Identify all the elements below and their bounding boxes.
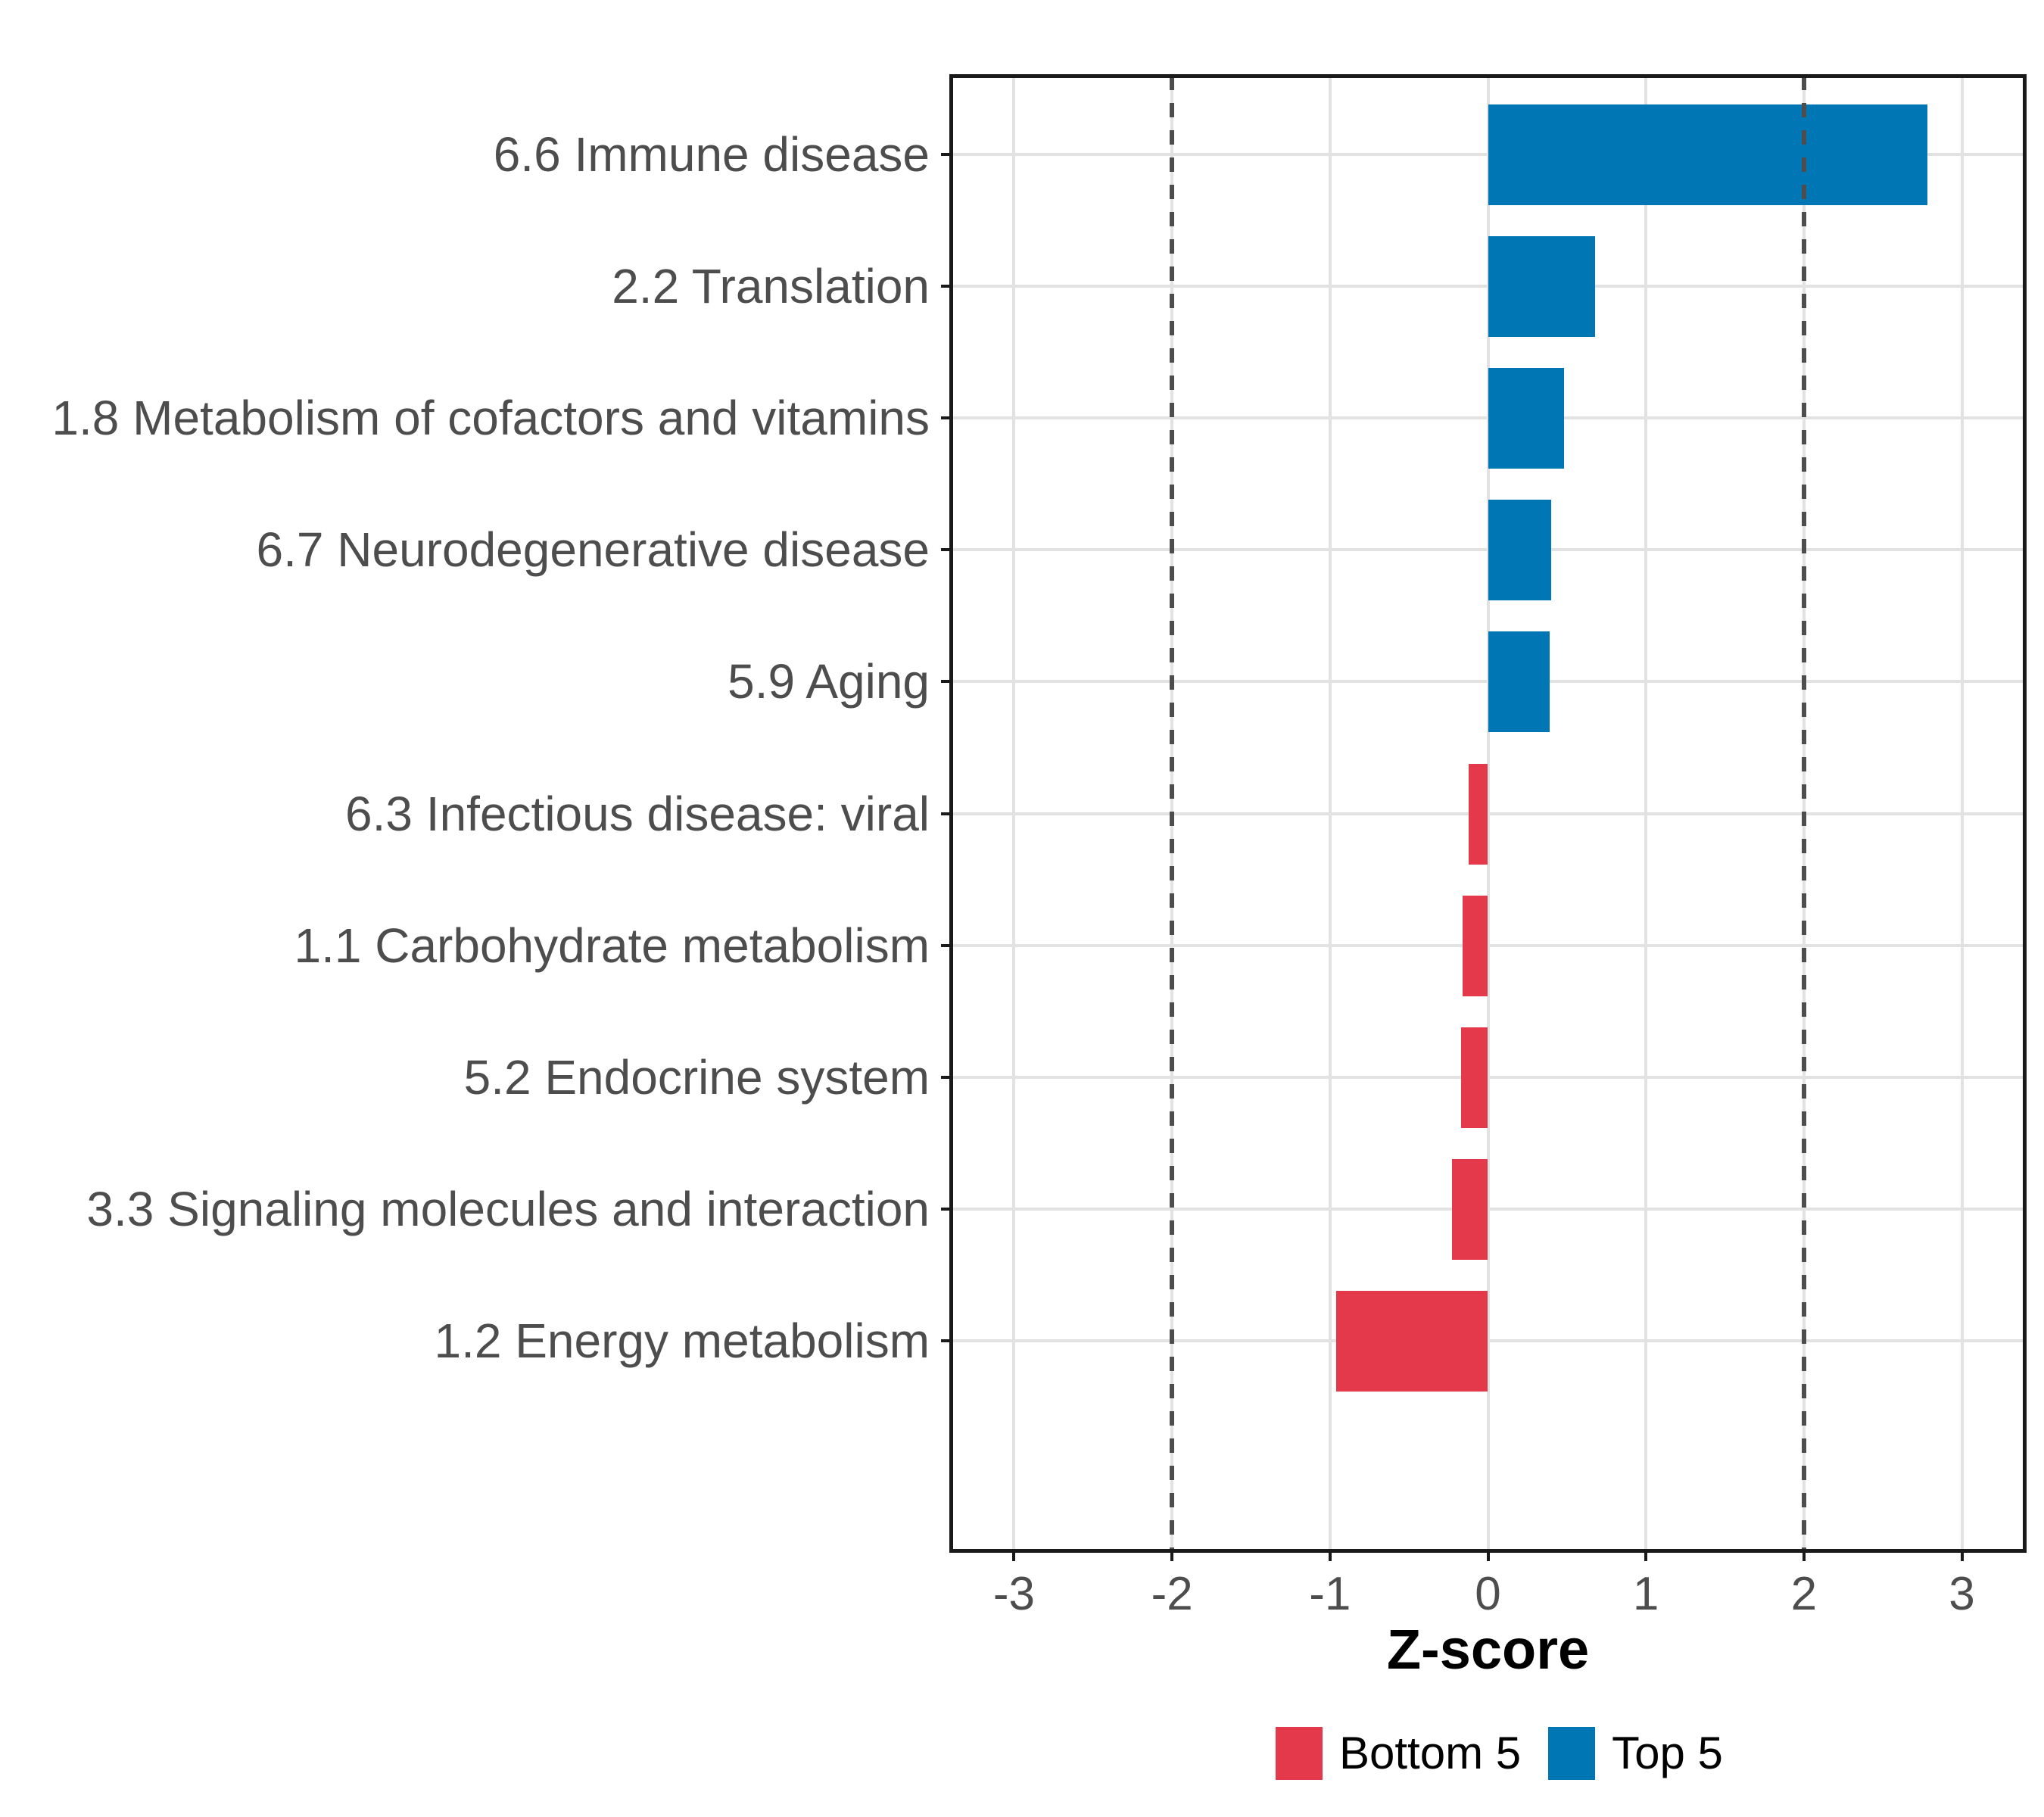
bar-bottom5 [1463,895,1488,996]
y-axis-tick [941,1207,951,1211]
bar-top5 [1488,236,1596,338]
x-axis-tick [1644,1551,1648,1561]
legend-label: Bottom 5 [1339,1728,1522,1778]
bar-top5 [1488,500,1551,601]
bar-top5 [1488,368,1564,469]
plot-panel [949,74,2027,1553]
x-axis-tick-label: 0 [1475,1568,1501,1620]
horizontal-gridline [951,943,2025,947]
x-axis-tick [1170,1551,1174,1561]
y-axis-tick [941,1075,951,1079]
bar-top5 [1488,104,1927,206]
y-axis-tick [941,153,951,157]
x-axis-tick [1328,1551,1332,1561]
category-label: 1.1 Carbohydrate metabolism [294,918,930,973]
category-label: 6.7 Neurodegenerative disease [256,522,930,578]
category-label: 5.9 Aging [728,654,930,709]
x-axis-tick [1012,1551,1016,1561]
y-axis-tick [941,548,951,552]
category-label: 3.3 Signaling molecules and interaction [86,1181,930,1236]
legend-item: Top 5 [1548,1727,1723,1780]
legend-swatch [1276,1727,1323,1780]
category-label: 6.6 Immune disease [493,127,930,182]
bar-bottom5 [1451,1158,1488,1260]
bar-bottom5 [1336,1290,1488,1392]
category-label: 6.3 Infectious disease: viral [345,786,930,841]
x-axis-tick [1486,1551,1490,1561]
horizontal-gridline [951,1207,2025,1211]
horizontal-gridline [951,1339,2025,1342]
x-axis-tick-label: -1 [1309,1568,1351,1620]
bar-top5 [1488,631,1550,733]
legend: Bottom 5 Top 5 [1276,1727,1723,1780]
legend-item: Bottom 5 [1276,1727,1521,1780]
y-axis-tick [941,680,951,684]
x-axis-tick-label: -3 [992,1568,1036,1620]
y-axis-tick [941,812,951,815]
horizontal-gridline [951,812,2025,815]
category-label: 1.2 Energy metabolism [434,1313,930,1368]
horizontal-gridline [951,1075,2025,1079]
category-label: 2.2 Translation [612,259,930,314]
x-axis-tick [1802,1551,1806,1561]
x-axis-title: Z-score [1386,1618,1590,1681]
category-label: 1.8 Metabolism of cofactors and vitamins [51,391,930,446]
legend-swatch [1548,1727,1596,1780]
y-axis-tick [941,943,951,947]
bar-bottom5 [1461,1027,1488,1128]
x-axis-tick-label: 3 [1949,1568,1975,1620]
bar-bottom5 [1469,763,1488,865]
x-axis-tick-label: -2 [1151,1568,1193,1620]
x-axis-tick-label: 1 [1632,1568,1659,1620]
category-label: 5.2 Endocrine system [463,1049,930,1105]
y-axis-tick [941,1339,951,1342]
legend-label: Top 5 [1612,1728,1723,1778]
y-axis-tick [941,416,951,420]
y-axis-tick [941,285,951,288]
x-axis-tick-label: 2 [1790,1568,1818,1620]
reference-line [1170,76,1175,1551]
x-axis-tick [1960,1551,1964,1561]
reference-line [1801,76,1806,1551]
